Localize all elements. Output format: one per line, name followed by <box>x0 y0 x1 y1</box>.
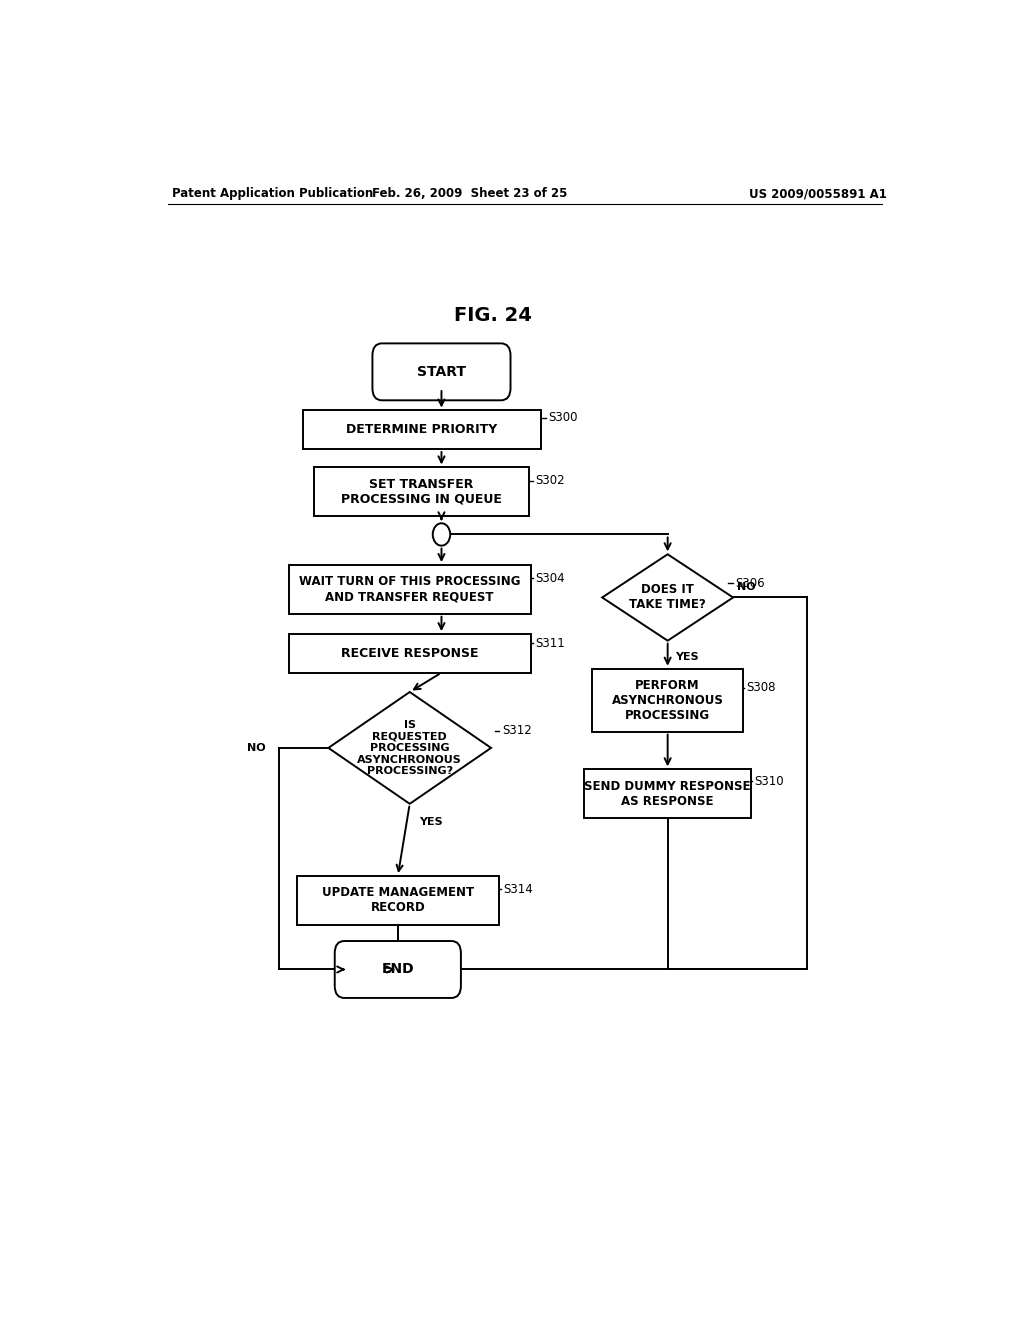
Text: DOES IT
TAKE TIME?: DOES IT TAKE TIME? <box>630 583 706 611</box>
Text: S310: S310 <box>754 775 783 788</box>
Text: YES: YES <box>676 652 699 661</box>
Text: END: END <box>382 962 414 977</box>
Bar <box>303 411 541 449</box>
Text: FIG. 24: FIG. 24 <box>454 306 532 326</box>
Text: NO: NO <box>247 743 265 752</box>
Bar <box>289 634 530 673</box>
Text: SEND DUMMY RESPONSE
AS RESPONSE: SEND DUMMY RESPONSE AS RESPONSE <box>585 780 751 808</box>
Text: SET TRANSFER
PROCESSING IN QUEUE: SET TRANSFER PROCESSING IN QUEUE <box>341 478 502 506</box>
Text: PERFORM
ASYNCHRONOUS
PROCESSING: PERFORM ASYNCHRONOUS PROCESSING <box>611 678 724 722</box>
Text: S300: S300 <box>549 411 579 424</box>
Text: UPDATE MANAGEMENT
RECORD: UPDATE MANAGEMENT RECORD <box>322 886 474 915</box>
Text: YES: YES <box>419 817 442 828</box>
Text: Patent Application Publication: Patent Application Publication <box>172 187 373 201</box>
Polygon shape <box>329 692 492 804</box>
Text: S306: S306 <box>735 577 765 590</box>
Text: S314: S314 <box>504 883 534 896</box>
Bar <box>585 770 751 818</box>
Text: US 2009/0055891 A1: US 2009/0055891 A1 <box>750 187 888 201</box>
Text: S311: S311 <box>536 636 565 649</box>
Bar <box>289 565 530 614</box>
Text: S308: S308 <box>746 681 776 694</box>
Bar <box>297 876 499 925</box>
FancyBboxPatch shape <box>373 343 511 400</box>
FancyBboxPatch shape <box>335 941 461 998</box>
Text: START: START <box>417 364 466 379</box>
Polygon shape <box>602 554 733 640</box>
Text: DETERMINE PRIORITY: DETERMINE PRIORITY <box>346 424 498 437</box>
Text: S304: S304 <box>536 572 565 585</box>
Text: RECEIVE RESPONSE: RECEIVE RESPONSE <box>341 647 478 660</box>
Text: IS
REQUESTED
PROCESSING
ASYNCHRONOUS
PROCESSING?: IS REQUESTED PROCESSING ASYNCHRONOUS PRO… <box>357 719 462 776</box>
Bar <box>314 467 528 516</box>
Text: S312: S312 <box>502 725 531 737</box>
Text: WAIT TURN OF THIS PROCESSING
AND TRANSFER REQUEST: WAIT TURN OF THIS PROCESSING AND TRANSFE… <box>299 576 520 603</box>
Circle shape <box>433 523 451 545</box>
Text: S302: S302 <box>536 474 565 487</box>
Text: NO: NO <box>737 582 756 593</box>
Bar <box>592 669 743 731</box>
Text: Feb. 26, 2009  Sheet 23 of 25: Feb. 26, 2009 Sheet 23 of 25 <box>372 187 567 201</box>
